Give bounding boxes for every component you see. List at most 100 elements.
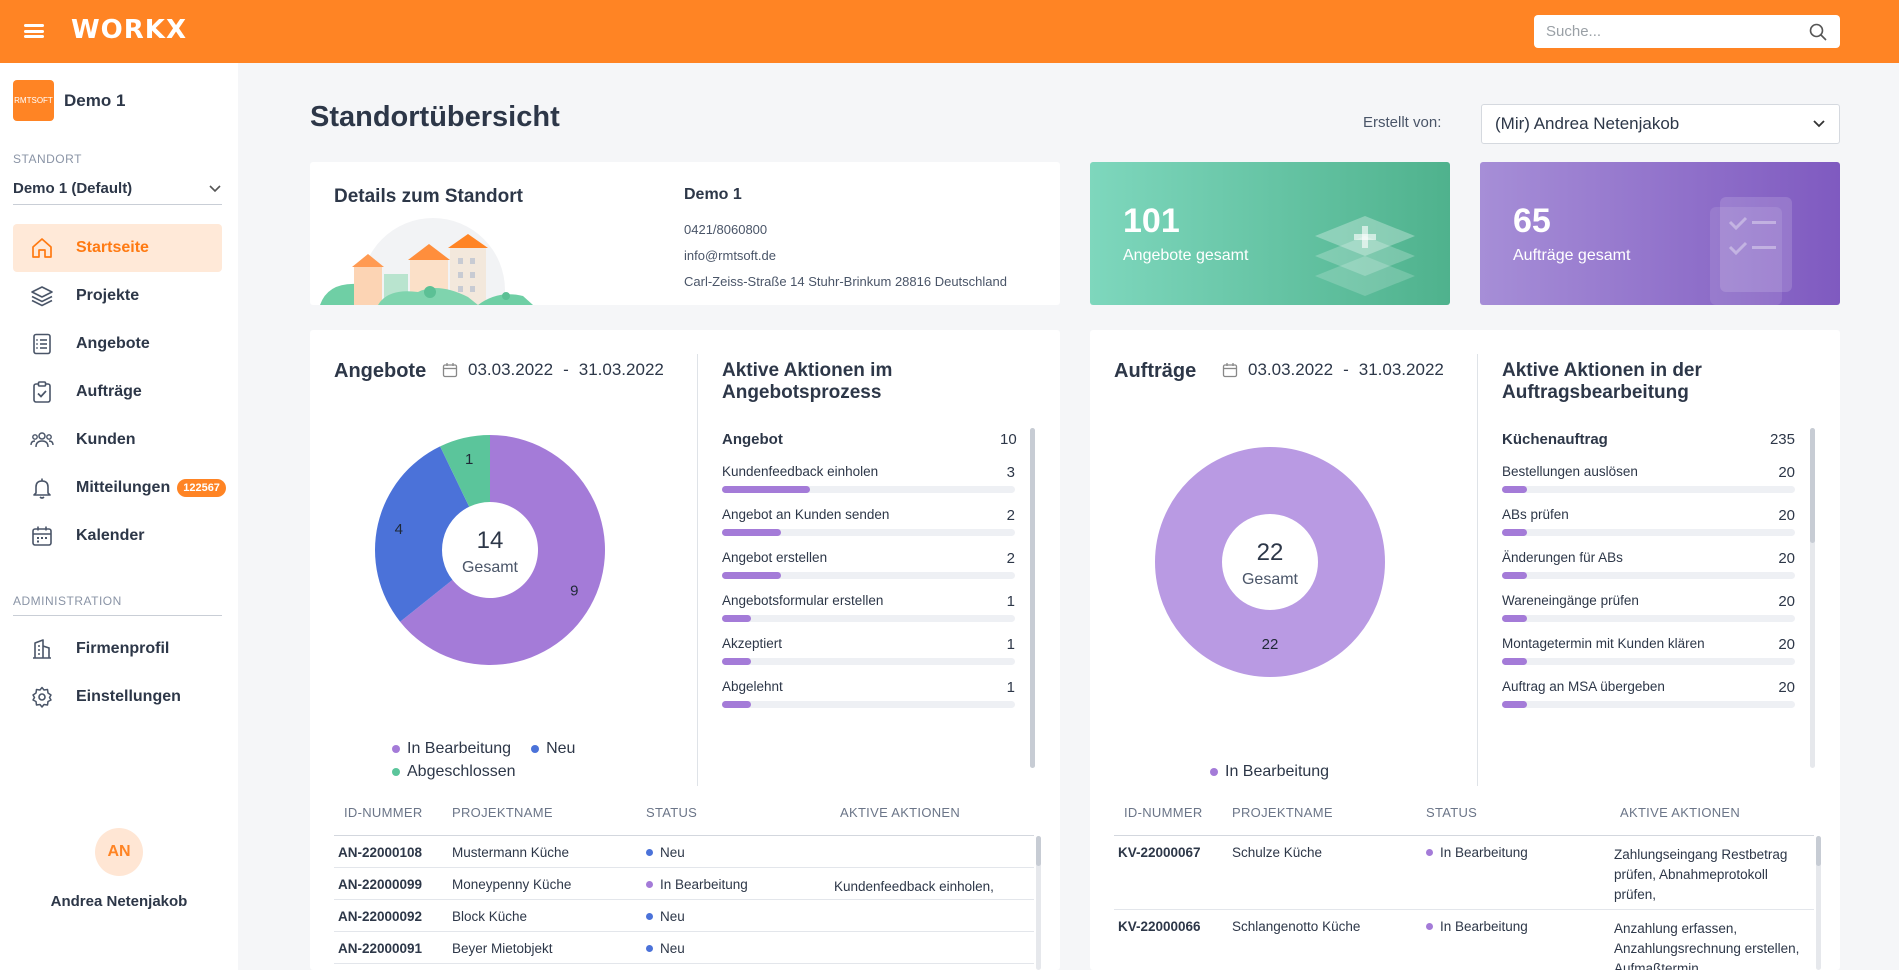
scrollbar[interactable] (1816, 836, 1821, 970)
table-row[interactable]: KV-22000066 Schlangenotto Küche In Bearbei… (1114, 910, 1814, 970)
standort-value: Demo 1 (Default) (13, 180, 133, 197)
sidebar-item-startseite[interactable]: Startseite (13, 224, 222, 272)
app-logo[interactable]: WORKX (71, 15, 187, 45)
sidebar-item-firmenprofil[interactable]: Firmenprofil (13, 625, 222, 673)
action-row[interactable]: Angebot an Kunden senden 2 (722, 507, 1015, 559)
sidebar-item-kunden[interactable]: Kunden (13, 416, 222, 464)
row-project-name: Schlangenotto Küche (1232, 919, 1361, 934)
scrollbar[interactable] (1030, 428, 1035, 768)
column-header[interactable]: STATUS (1426, 805, 1478, 820)
table-row[interactable]: AN-22000091 Beyer Mietobjekt Neu (334, 932, 1034, 964)
column-header[interactable]: ID-NUMMER (344, 805, 423, 820)
action-row[interactable]: Auftrag an MSA übergeben 20 (1502, 679, 1795, 731)
user-profile[interactable]: AN Andrea Netenjakob (0, 828, 238, 910)
auftraege-date-range[interactable]: 03.03.2022 - 31.03.2022 (1222, 360, 1444, 380)
angebote-total-label: Angebote gesamt (1123, 247, 1249, 264)
notification-badge: 122567 (177, 479, 226, 497)
sidebar-item-label: Mitteilungen (76, 479, 171, 496)
sidebar-item-aufträge[interactable]: Aufträge (13, 368, 222, 416)
angebote-panel: Angebote 03.03.2022 - 31.03.2022 9 4 1 14 Ge… (310, 330, 1060, 970)
action-label: Auftrag an MSA übergeben (1502, 679, 1665, 694)
donut-total: 14 (477, 527, 504, 554)
action-progress-bar (722, 486, 1015, 493)
date-from: 03.03.2022 (1248, 360, 1334, 379)
table-row[interactable]: AN-22000099 Moneypenny Küche In Bearbeitun… (334, 868, 1034, 900)
sidebar-item-angebote[interactable]: Angebote (13, 320, 222, 368)
chevron-down-icon (209, 184, 221, 192)
column-header[interactable]: PROJEKTNAME (1232, 805, 1333, 820)
table-row[interactable]: KV-22000067 Schulze Küche In Bearbeitung Za… (1114, 836, 1814, 910)
action-count: 20 (1778, 636, 1795, 653)
action-count: 2 (1006, 550, 1015, 567)
action-label: Wareneingänge prüfen (1502, 593, 1639, 608)
action-progress-bar (1502, 701, 1795, 708)
action-row[interactable]: Änderungen für ABs 20 (1502, 550, 1795, 602)
action-label: Montagetermin mit Kunden klären (1502, 636, 1705, 651)
pie-slice-neu[interactable] (375, 446, 470, 622)
action-progress-fill (722, 572, 781, 579)
action-count: 1 (1006, 636, 1015, 653)
column-header[interactable]: AKTIVE AKTIONEN (1620, 805, 1741, 820)
row-id[interactable]: KV-22000067 (1118, 845, 1201, 860)
row-status: In Bearbeitung (1426, 919, 1528, 934)
row-id[interactable]: AN-22000099 (338, 877, 423, 892)
row-active-actions: Anzahlung erfassen, Anzahlungsrechnung e… (1614, 921, 1800, 970)
creator-label: Erstellt von: (1363, 114, 1442, 131)
menu-icon[interactable] (22, 21, 46, 41)
sidebar-item-einstellungen[interactable]: Einstellungen (13, 673, 222, 721)
table-row[interactable]: AN-22000092 Block Küche Neu (334, 900, 1034, 932)
action-row[interactable]: Akzeptiert 1 (722, 636, 1015, 688)
action-label: Bestellungen auslösen (1502, 464, 1638, 479)
auftraege-panel-title: Aufträge (1114, 360, 1197, 382)
sidebar-item-kalender[interactable]: Kalender (13, 512, 222, 560)
scrollbar[interactable] (1036, 836, 1041, 970)
search-icon[interactable] (1808, 22, 1828, 42)
calendar-icon (30, 524, 54, 548)
panel-divider (697, 354, 698, 786)
auftraege-stat-card[interactable]: 65 Aufträge gesamt (1480, 162, 1840, 305)
action-row[interactable]: Bestellungen auslösen 20 (1502, 464, 1795, 516)
table-row[interactable]: AN-22000108 Mustermann Küche Neu (334, 836, 1034, 868)
angebote-actions-group-count: 10 (1000, 431, 1017, 448)
pie-slice-in-bearbeitung[interactable] (400, 435, 605, 665)
checklist-icon (1710, 197, 1792, 305)
column-header[interactable]: STATUS (646, 805, 698, 820)
row-id[interactable]: AN-22000091 (338, 941, 423, 956)
row-id[interactable]: AN-22000092 (338, 909, 423, 924)
search-box[interactable] (1534, 15, 1840, 48)
auftraege-total-label: Aufträge gesamt (1513, 247, 1631, 264)
row-id[interactable]: KV-22000066 (1118, 919, 1201, 934)
action-row[interactable]: Angebot erstellen 2 (722, 550, 1015, 602)
pie-value-label: 22 (1262, 636, 1279, 653)
row-status: In Bearbeitung (1426, 845, 1528, 860)
action-row[interactable]: ABs prüfen 20 (1502, 507, 1795, 559)
row-active-actions: Zahlungseingang Restbetrag prüfen, Abnah… (1614, 847, 1788, 902)
search-input[interactable] (1534, 15, 1794, 48)
action-row[interactable]: Kundenfeedback einholen 3 (722, 464, 1015, 516)
pie-slice-in-bearbeitung[interactable] (1155, 447, 1385, 677)
action-progress-fill (722, 529, 781, 536)
row-id[interactable]: AN-22000108 (338, 845, 423, 860)
action-progress-fill (1502, 701, 1527, 708)
action-row[interactable]: Wareneingänge prüfen 20 (1502, 593, 1795, 645)
avatar[interactable]: AN (95, 828, 143, 876)
sidebar-item-mitteilungen[interactable]: Mitteilungen 122567 (13, 464, 226, 512)
pie-slice-abgeschlossen[interactable] (440, 435, 490, 507)
action-progress-bar (722, 529, 1015, 536)
angebote-stat-card[interactable]: 101 Angebote gesamt (1090, 162, 1450, 305)
standort-select[interactable]: Demo 1 (Default) (13, 173, 222, 205)
column-header[interactable]: PROJEKTNAME (452, 805, 553, 820)
column-header[interactable]: AKTIVE AKTIONEN (840, 805, 961, 820)
pie-value-label: 1 (465, 451, 473, 468)
action-row[interactable]: Angebotsformular erstellen 1 (722, 593, 1015, 645)
sidebar-item-projekte[interactable]: Projekte (13, 272, 222, 320)
action-label: Akzeptiert (722, 636, 783, 651)
scrollbar[interactable] (1810, 428, 1815, 768)
site-address: Carl-Zeiss-Straße 14 Stuhr-Brinkum 28816… (684, 274, 1007, 289)
calendar-icon (442, 363, 458, 378)
column-header[interactable]: ID-NUMMER (1124, 805, 1203, 820)
creator-select[interactable]: (Mir) Andrea Netenjakob (1481, 104, 1840, 144)
action-row[interactable]: Abgelehnt 1 (722, 679, 1015, 731)
angebote-date-range[interactable]: 03.03.2022 - 31.03.2022 (442, 360, 664, 380)
action-row[interactable]: Montagetermin mit Kunden klären 20 (1502, 636, 1795, 688)
